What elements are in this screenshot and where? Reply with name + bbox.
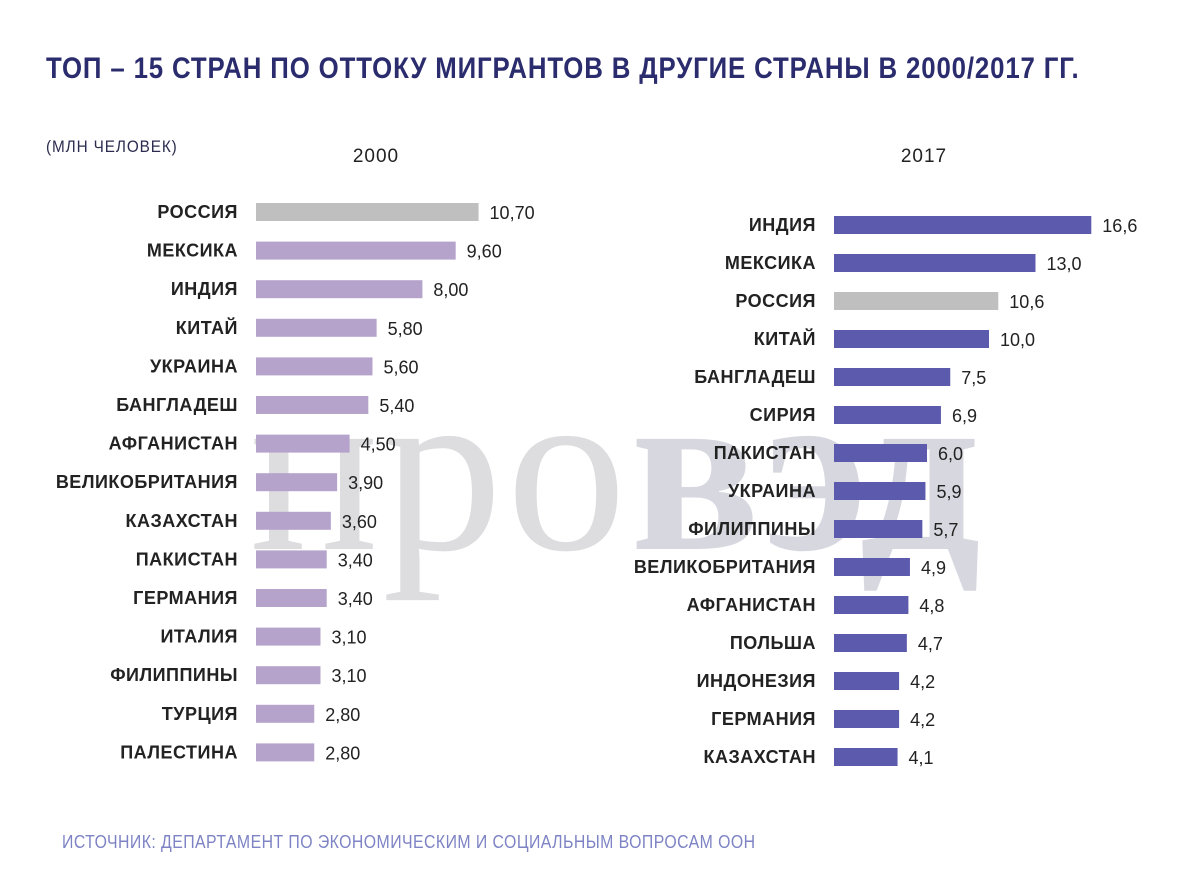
chart-2017: ИНДИЯ 16,6 МЕКСИКА 13,0 РОССИЯ 10,6 КИТАЙ 10,0 Б… — [634, 215, 1138, 768]
bar — [256, 627, 321, 646]
category-label: УКРАИНА — [150, 356, 238, 376]
bar — [834, 330, 989, 348]
value-label: 4,7 — [918, 634, 943, 654]
category-label: МЕКСИКА — [147, 241, 238, 261]
category-label: ПОЛЬША — [730, 633, 816, 653]
value-label: 3,40 — [338, 589, 373, 609]
category-label: ТУРЦИЯ — [162, 704, 238, 724]
bar — [256, 396, 369, 414]
category-label: КАЗАХСТАН — [704, 747, 817, 767]
bar — [834, 482, 926, 500]
bar — [834, 672, 900, 690]
category-label: РОССИЯ — [735, 291, 816, 311]
source-note: ИСТОЧНИК: ДЕПАРТАМЕНТ ПО ЭКОНОМИЧЕСКИМ И… — [62, 832, 756, 852]
value-label: 5,60 — [383, 357, 418, 377]
value-label: 3,90 — [348, 473, 383, 493]
bar — [834, 710, 900, 728]
bar — [256, 357, 373, 376]
value-label: 4,9 — [921, 558, 946, 578]
category-label: БАНГЛАДЕШ — [694, 367, 816, 387]
value-label: 5,7 — [933, 520, 958, 540]
bar — [256, 473, 338, 492]
chart-title-2017: 2017 — [901, 146, 947, 167]
bar — [834, 216, 1092, 234]
category-label: ПАКИСТАН — [136, 549, 238, 569]
bar — [256, 203, 479, 221]
value-label: 5,80 — [388, 319, 423, 339]
category-label: РОССИЯ — [157, 202, 238, 222]
bar — [256, 743, 315, 762]
category-label: ПАЛЕСТИНА — [120, 742, 238, 762]
value-label: 8,00 — [433, 280, 468, 300]
category-label: ФИЛИППИНЫ — [688, 519, 816, 539]
bar — [834, 748, 898, 766]
value-label: 5,9 — [936, 482, 961, 502]
bar — [834, 444, 927, 462]
bar — [256, 318, 377, 337]
value-label: 6,9 — [952, 406, 977, 426]
bar — [834, 292, 999, 310]
bar — [834, 558, 910, 576]
value-label: 5,40 — [379, 396, 414, 416]
value-label: 4,2 — [910, 672, 935, 692]
bar — [834, 596, 909, 614]
value-label: 4,50 — [361, 435, 396, 455]
category-label: ГЕРМАНИЯ — [133, 588, 238, 608]
category-label: АФГАНИСТАН — [687, 595, 816, 615]
category-label: КИТАЙ — [176, 317, 238, 338]
bar — [256, 704, 315, 723]
value-label: 7,5 — [961, 368, 986, 388]
bar — [834, 520, 923, 538]
category-label: УКРАИНА — [728, 481, 816, 501]
chart-2000: РОССИЯ 10,70 МЕКСИКА 9,60 ИНДИЯ 8,00 КИТАЙ 5,80… — [56, 202, 535, 763]
category-label: ПАКИСТАН — [714, 443, 816, 463]
chart-title-2000: 2000 — [353, 146, 399, 167]
value-label: 10,6 — [1009, 292, 1044, 312]
category-label: ИНДОНЕЗИЯ — [697, 671, 816, 691]
bar — [256, 589, 327, 607]
value-label: 16,6 — [1102, 216, 1137, 236]
category-label: БАНГЛАДЕШ — [116, 395, 238, 415]
bar — [256, 241, 456, 260]
value-label: 4,2 — [910, 710, 935, 730]
bar — [256, 280, 423, 299]
bar — [256, 550, 327, 569]
category-label: КИТАЙ — [754, 328, 816, 349]
value-label: 2,80 — [325, 743, 360, 763]
category-label: КАЗАХСТАН — [126, 511, 239, 531]
category-label: ИНДИЯ — [749, 215, 816, 235]
bar — [256, 434, 350, 453]
bar — [834, 406, 941, 424]
category-label: ВЕЛИКОБРИТАНИЯ — [634, 557, 816, 577]
category-label: ВЕЛИКОБРИТАНИЯ — [56, 472, 238, 492]
value-label: 13,0 — [1047, 254, 1082, 274]
category-label: ФИЛИППИНЫ — [110, 665, 238, 685]
value-label: 10,70 — [490, 203, 535, 223]
value-label: 3,10 — [331, 628, 366, 648]
value-label: 2,80 — [325, 705, 360, 725]
bar — [834, 634, 907, 652]
unit-label: (МЛН ЧЕЛОВЕК) — [46, 137, 178, 156]
bar — [834, 254, 1036, 272]
value-label: 10,0 — [1000, 330, 1035, 350]
value-label: 4,8 — [919, 596, 944, 616]
value-label: 6,0 — [938, 444, 963, 464]
category-label: ИНДИЯ — [171, 279, 238, 299]
value-label: 3,10 — [331, 666, 366, 686]
category-label: ГЕРМАНИЯ — [711, 709, 816, 729]
value-label: 3,60 — [342, 512, 377, 532]
page-title: ТОП – 15 СТРАН ПО ОТТОКУ МИГРАНТОВ В ДРУ… — [46, 52, 1080, 85]
value-label: 4,1 — [909, 748, 934, 768]
category-label: АФГАНИСТАН — [109, 434, 238, 454]
bar — [834, 368, 951, 386]
bar — [256, 666, 321, 685]
value-label: 3,40 — [338, 550, 373, 570]
category-label: ИТАЛИЯ — [160, 627, 238, 647]
category-label: МЕКСИКА — [725, 253, 816, 273]
value-label: 9,60 — [467, 242, 502, 262]
category-label: СИРИЯ — [750, 405, 816, 425]
bar — [256, 511, 331, 530]
